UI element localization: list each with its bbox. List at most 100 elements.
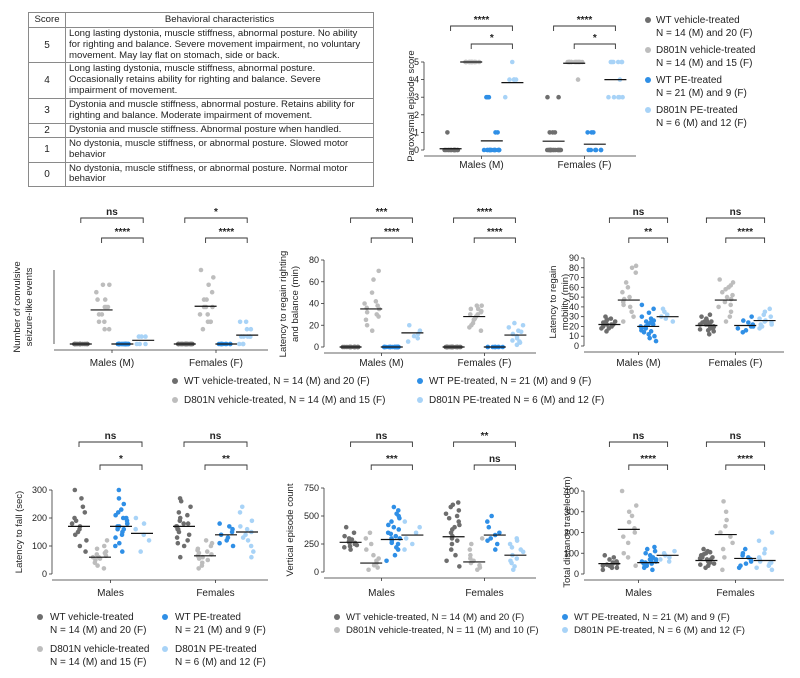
data-point-wt-vehicle	[709, 319, 714, 324]
legend-label: D801N PE-treated	[175, 644, 257, 655]
data-point-d801n-pe	[415, 336, 421, 341]
data-point-wt-pe	[217, 540, 222, 546]
data-point-wt-pe	[648, 329, 654, 334]
data-point-d801n-pe	[767, 306, 773, 312]
data-point-d801n-vehicle	[479, 536, 485, 541]
data-point-d801n-pe	[243, 319, 249, 325]
data-point-wt-pe	[115, 510, 121, 515]
data-point-wt-pe	[230, 526, 235, 532]
y-tick-label: 2	[414, 110, 419, 120]
data-point-wt-vehicle	[556, 94, 561, 100]
data-point-d801n-vehicle	[723, 509, 729, 515]
significance-label: ****	[737, 454, 753, 465]
data-point-wt-vehicle	[444, 558, 449, 564]
data-point-wt-vehicle	[607, 557, 612, 562]
data-point-wt-pe	[384, 558, 389, 564]
significance-bracket	[350, 217, 413, 223]
data-point-wt-pe	[485, 538, 490, 543]
data-point-d801n-vehicle	[210, 304, 215, 310]
data-point-d801n-vehicle	[629, 513, 635, 519]
data-point-d801n-pe	[756, 555, 762, 560]
data-point-wt-vehicle	[342, 545, 347, 550]
data-point-d801n-pe	[243, 532, 248, 538]
significance-label: ns	[376, 431, 388, 442]
data-point-d801n-vehicle	[374, 312, 380, 317]
data-point-wt-pe	[113, 535, 118, 540]
data-point-wt-vehicle	[456, 508, 462, 513]
data-point-wt-vehicle	[446, 515, 452, 521]
significance-label: ns	[210, 431, 222, 442]
score-cell: 1	[28, 136, 66, 163]
x-tick-label: Males (M)	[90, 358, 134, 369]
y-tick-label: 0	[314, 567, 319, 577]
data-point-wt-pe	[118, 507, 124, 512]
data-point-d801n-pe	[237, 319, 243, 325]
table-row: 0 No dystonia, muscle stiffness, or abnor…	[28, 161, 374, 188]
data-point-d801n-vehicle	[723, 319, 729, 324]
legend-marker-d801n-vehicle	[37, 646, 43, 652]
data-point-d801n-pe	[510, 338, 515, 343]
data-point-wt-vehicle	[550, 147, 556, 153]
legend-label: WT vehicle-treated, N = 14 (M) and 20 (F…	[346, 612, 524, 623]
data-point-d801n-pe	[248, 326, 254, 332]
data-point-d801n-vehicle	[369, 290, 375, 295]
chart-panel-2: Number of convulsive seizure-like events M…	[12, 207, 268, 369]
data-point-d801n-pe	[238, 524, 243, 529]
y-tick-label: 50	[569, 292, 579, 302]
data-point-d801n-pe	[757, 316, 762, 321]
data-point-d801n-vehicle	[728, 309, 734, 315]
data-point-d801n-pe	[134, 341, 140, 347]
data-point-d801n-pe	[133, 526, 138, 532]
data-point-d801n-pe	[417, 524, 422, 530]
data-point-d801n-vehicle	[629, 309, 634, 315]
data-point-d801n-vehicle	[627, 304, 633, 310]
data-point-wt-vehicle	[72, 515, 77, 521]
significance-bracket	[204, 464, 248, 470]
data-point-d801n-pe	[237, 510, 243, 515]
legend-marker-wt-vehicle	[172, 378, 178, 384]
data-point-d801n-pe	[518, 547, 524, 552]
table-row: 1 No dystonia, muscle stiffness, or abnor…	[28, 136, 374, 163]
data-point-d801n-vehicle	[208, 319, 213, 325]
legend-label: D801N vehicle-treated	[50, 644, 150, 655]
x-tick-label: Males (M)	[359, 358, 403, 369]
significance-label: ***	[386, 454, 398, 465]
y-tick-label: 40	[309, 299, 319, 309]
data-point-d801n-pe	[509, 545, 515, 550]
data-point-d801n-vehicle	[633, 563, 638, 568]
y-tick-label: 5	[414, 57, 419, 67]
significance-bracket	[184, 217, 248, 223]
data-point-d801n-pe	[617, 94, 622, 100]
data-point-wt-pe	[650, 567, 655, 573]
significance-label: ns	[105, 431, 117, 442]
data-point-d801n-vehicle	[477, 562, 482, 568]
data-point-wt-vehicle	[176, 510, 182, 515]
significance-bracket	[370, 237, 413, 243]
data-point-d801n-pe	[405, 339, 411, 344]
data-point-wt-pe	[386, 522, 391, 528]
x-tick-label: Females (F)	[558, 160, 612, 171]
data-point-wt-pe	[653, 338, 659, 344]
data-point-wt-pe	[385, 530, 391, 536]
data-point-d801n-vehicle	[626, 509, 632, 515]
data-point-d801n-pe	[611, 94, 617, 100]
data-point-d801n-pe	[413, 530, 419, 536]
legend-marker-wt-vehicle	[334, 614, 340, 620]
significance-label: ***	[376, 207, 388, 218]
legend-label: N = 14 (M) and 20 (F)	[656, 28, 752, 39]
y-tick-label: 100	[564, 548, 579, 558]
data-point-d801n-vehicle	[366, 567, 371, 573]
data-point-d801n-pe	[756, 538, 762, 544]
data-point-wt-vehicle	[704, 316, 709, 321]
data-point-d801n-pe	[249, 518, 255, 524]
data-point-d801n-vehicle	[371, 277, 376, 282]
data-point-wt-pe	[588, 147, 594, 153]
data-point-d801n-vehicle	[362, 301, 367, 306]
data-point-wt-pe	[391, 524, 397, 530]
data-point-d801n-pe	[141, 521, 147, 526]
data-point-d801n-pe	[240, 341, 246, 347]
data-point-wt-pe	[589, 130, 594, 135]
data-point-wt-pe	[485, 519, 490, 524]
legend-bottom-right: WT vehicle-treated, N = 14 (M) and 20 (F…	[334, 612, 745, 636]
